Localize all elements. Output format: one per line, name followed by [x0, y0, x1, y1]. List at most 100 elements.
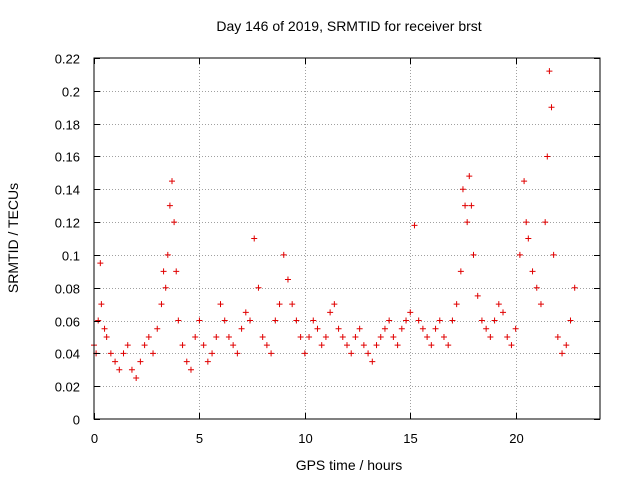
- data-point: [204, 358, 211, 365]
- data-point: [154, 325, 161, 332]
- data-point: [365, 350, 372, 357]
- data-point: [120, 350, 127, 357]
- data-point: [544, 153, 551, 160]
- data-point: [571, 284, 578, 291]
- data-point: [550, 251, 557, 258]
- data-point: [192, 333, 199, 340]
- data-point: [137, 358, 144, 365]
- y-tick-label: 0.22: [55, 52, 80, 67]
- data-point: [381, 325, 388, 332]
- data-point: [221, 317, 228, 324]
- data-point: [344, 342, 350, 349]
- data-point: [533, 284, 540, 291]
- data-point: [449, 317, 456, 324]
- data-point: [419, 325, 426, 332]
- data-point: [263, 342, 270, 349]
- data-point: [200, 342, 207, 349]
- data-point: [516, 251, 523, 258]
- data-point: [546, 68, 553, 75]
- data-point: [225, 333, 232, 340]
- data-point: [95, 317, 102, 324]
- data-point: [322, 333, 329, 340]
- data-point: [107, 350, 114, 357]
- data-point: [554, 333, 561, 340]
- data-point: [217, 301, 224, 308]
- data-point: [360, 342, 367, 349]
- data-point: [512, 325, 519, 332]
- data-point: [183, 358, 190, 365]
- data-point: [158, 301, 165, 308]
- x-tick-label: 0: [91, 431, 98, 446]
- grid-lines: [94, 58, 600, 419]
- data-point: [179, 342, 186, 349]
- data-point: [175, 317, 182, 324]
- data-point: [415, 317, 422, 324]
- data-point: [356, 325, 363, 332]
- data-point: [504, 333, 511, 340]
- data-point: [440, 333, 447, 340]
- y-tick-label: 0: [73, 413, 80, 428]
- data-point: [234, 350, 241, 357]
- y-tick-label: 0.02: [55, 380, 80, 395]
- data-point: [213, 333, 220, 340]
- chart-title: Day 146 of 2019, SRMTID for receiver brs…: [216, 18, 481, 34]
- data-point: [411, 222, 418, 229]
- y-tick-label: 0.2: [62, 85, 80, 100]
- data-point: [468, 202, 475, 209]
- data-point: [508, 342, 515, 349]
- y-tick-label: 0.1: [62, 249, 80, 264]
- data-point: [251, 235, 258, 242]
- data-point: [487, 333, 494, 340]
- y-tick-label: 0.06: [55, 315, 80, 330]
- data-point: [169, 178, 176, 185]
- y-tick-label: 0.08: [55, 282, 80, 297]
- x-tick-label: 5: [196, 431, 203, 446]
- data-point: [470, 251, 477, 258]
- data-points: [91, 68, 578, 381]
- data-point: [150, 350, 157, 357]
- x-axis-label: GPS time / hours: [296, 457, 403, 473]
- data-point: [348, 350, 355, 357]
- data-point: [196, 317, 203, 324]
- data-point: [403, 317, 410, 324]
- data-point: [521, 178, 528, 185]
- data-point: [373, 342, 380, 349]
- data-point: [462, 202, 469, 209]
- y-axis: 0 0.02 0.04 0.06 0.08 0.1 0.12 0.14 0.16 0.18 0.2 0…: [55, 52, 600, 428]
- data-point: [209, 350, 216, 357]
- data-point: [548, 104, 555, 111]
- data-point: [98, 301, 105, 308]
- data-point: [483, 325, 490, 332]
- data-point: [445, 342, 452, 349]
- data-point: [542, 219, 549, 226]
- data-point: [272, 317, 279, 324]
- y-tick-label: 0.14: [55, 183, 80, 198]
- y-tick-label: 0.16: [55, 150, 80, 165]
- data-point: [457, 268, 464, 275]
- data-point: [407, 309, 414, 316]
- data-point: [459, 186, 466, 193]
- data-point: [314, 325, 321, 332]
- data-point: [242, 309, 249, 316]
- data-point: [563, 342, 570, 349]
- data-point: [141, 342, 148, 349]
- x-axis: 0 5 10 15 20: [91, 58, 524, 446]
- x-tick-label: 20: [509, 431, 523, 446]
- data-point: [386, 317, 393, 324]
- y-tick-label: 0.18: [55, 118, 80, 133]
- data-point: [116, 366, 123, 373]
- y-axis-label: SRMTID / TECUs: [5, 183, 21, 293]
- plot-frame: [93, 57, 601, 420]
- data-point: [394, 342, 401, 349]
- y-tick-label: 0.12: [55, 216, 80, 231]
- y-tick-label: 0.04: [55, 347, 80, 362]
- data-point: [101, 325, 108, 332]
- data-point: [559, 350, 566, 357]
- data-point: [491, 317, 498, 324]
- data-point: [276, 301, 283, 308]
- data-point: [428, 342, 435, 349]
- data-point: [124, 342, 131, 349]
- data-point: [238, 325, 245, 332]
- data-point: [164, 251, 171, 258]
